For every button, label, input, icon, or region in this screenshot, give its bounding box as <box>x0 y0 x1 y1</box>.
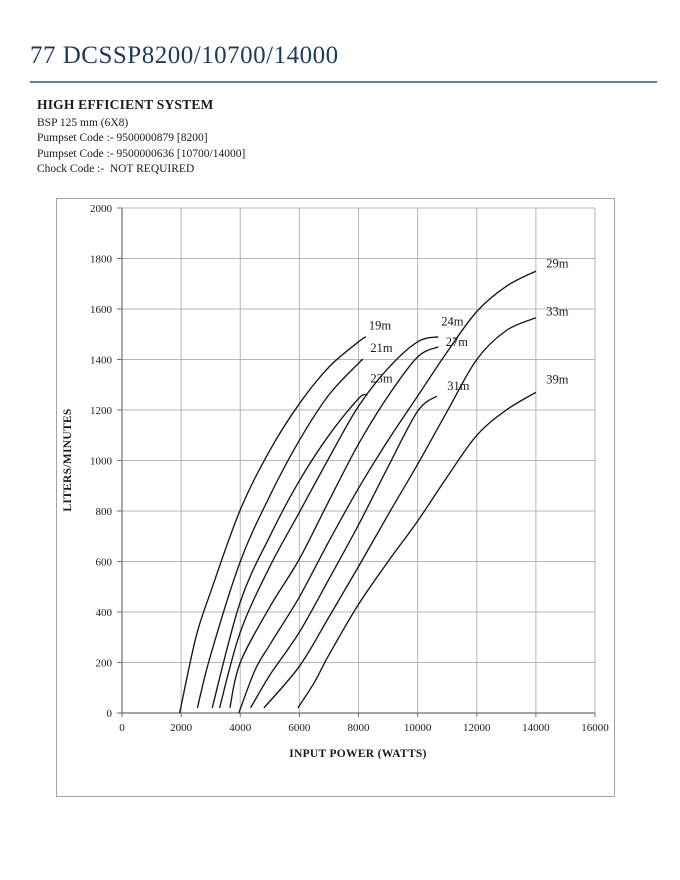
y-tick-label: 2000 <box>90 203 113 215</box>
spec-line-chock: Chock Code :- NOT REQUIRED <box>37 163 195 176</box>
x-tick-label: 0 <box>119 722 125 734</box>
pump-performance-chart: 0 2000 4000 6000 8000 10000 12000 14000 16000 0 20… <box>62 203 609 760</box>
x-tick-label: 10000 <box>404 722 432 734</box>
x-tick-label: 6000 <box>288 722 311 734</box>
y-tick-label: 1000 <box>90 456 113 468</box>
y-tick-label: 0 <box>107 708 113 720</box>
curve-label-21m: 21m <box>370 341 393 355</box>
x-tick-label: 12000 <box>463 722 491 734</box>
y-axis-label: LITERS/MINUTES <box>62 408 74 511</box>
y-tick-label: 1800 <box>90 254 113 266</box>
curve-label-33m: 33m <box>546 305 569 319</box>
x-tick-label: 14000 <box>522 722 550 734</box>
y-tick-label: 1400 <box>90 355 113 367</box>
y-tick-label: 1600 <box>90 304 113 316</box>
x-tick-label: 16000 <box>581 722 609 734</box>
system-heading: HIGH EFFICIENT SYSTEM <box>37 97 214 112</box>
y-tick-label: 400 <box>96 607 113 619</box>
curve-31m <box>250 395 438 709</box>
title-rule <box>30 81 657 83</box>
y-tick-label: 600 <box>96 557 113 569</box>
y-tick-label: 200 <box>96 658 113 670</box>
curve-29m <box>238 270 537 714</box>
curve-21m <box>196 358 364 709</box>
x-tick-label: 4000 <box>229 722 252 734</box>
spec-line-pumpset-8200: Pumpset Code :- 9500000879 [8200] <box>37 132 208 145</box>
x-tick-label: 8000 <box>348 722 371 734</box>
curve-27m <box>229 346 439 709</box>
system-header: HIGH EFFICIENT SYSTEM BSP 125 mm (6X8) P… <box>37 97 245 178</box>
curve-label-24m: 24m <box>441 315 464 329</box>
page-title: 77 DCSSP8200/10700/14000 <box>30 42 339 69</box>
y-tick-label: 1200 <box>90 405 113 417</box>
curve-label-39m: 39m <box>546 373 569 387</box>
curve-label-29m: 29m <box>546 257 569 271</box>
curve-39m <box>297 391 537 709</box>
curve-33m <box>263 317 537 709</box>
curve-label-23m: 23m <box>370 371 393 385</box>
curve-23m <box>211 393 368 709</box>
spec-line-bsp: BSP 125 mm (6X8) <box>37 117 129 129</box>
chart-frame: 0 2000 4000 6000 8000 10000 12000 14000 16000 0 20… <box>56 198 615 797</box>
curve-19m <box>178 336 367 714</box>
curve-24m <box>218 336 439 709</box>
x-axis-label: INPUT POWER (WATTS) <box>289 748 427 760</box>
curve-label-19m: 19m <box>369 318 392 332</box>
x-tick-label: 2000 <box>170 722 193 734</box>
spec-line-pumpset-10700-14000: Pumpset Code :- 9500000636 [10700/14000] <box>37 147 246 160</box>
curve-label-31m: 31m <box>447 379 470 393</box>
y-tick-label: 800 <box>96 506 113 518</box>
